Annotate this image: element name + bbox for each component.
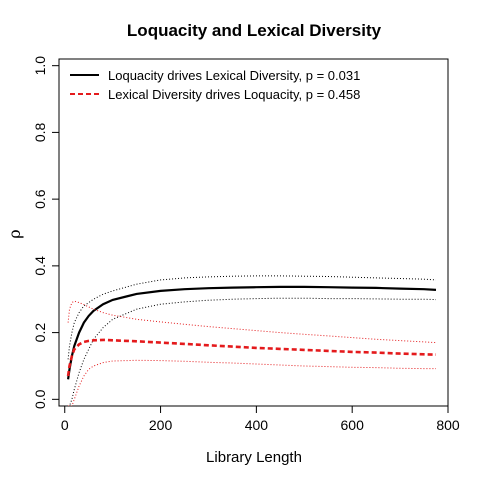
x-axis: 0 200 400 600 800 <box>61 405 460 433</box>
x-tick-label: 800 <box>436 417 460 433</box>
y-tick-label: 0.8 <box>32 122 48 142</box>
y-tick-label: 0.6 <box>32 189 48 209</box>
x-tick-label: 0 <box>61 417 69 433</box>
lexical-diversity-lower-bound-line <box>68 359 436 406</box>
x-tick-label: 400 <box>245 417 269 433</box>
loquacity-series-line <box>67 285 437 380</box>
loquacity-upper-bound-line <box>67 275 437 360</box>
chart-title: Loquacity and Lexical Diversity <box>127 21 382 40</box>
series-group <box>66 275 437 406</box>
legend-label-loquacity: Loquacity drives Lexical Diversity, p = … <box>108 68 360 83</box>
y-tick-label: 0.2 <box>32 323 48 343</box>
x-axis-label: Library Length <box>206 449 302 466</box>
legend: Loquacity drives Lexical Diversity, p = … <box>70 68 360 102</box>
y-axis: 0.0 0.2 0.4 0.6 0.8 1.0 <box>32 56 60 409</box>
lexical-diversity-upper-bound-line <box>67 300 437 344</box>
y-tick-label: 0.0 <box>32 389 48 409</box>
series-layer <box>66 275 437 406</box>
y-tick-label: 0.4 <box>32 256 48 276</box>
x-tick-label: 600 <box>341 417 365 433</box>
loquacity-lower-bound-line <box>68 297 437 406</box>
y-tick-label: 1.0 <box>32 56 48 76</box>
y-axis-label: ρ <box>5 229 24 238</box>
legend-label-lexical-diversity: Lexical Diversity drives Loquacity, p = … <box>108 87 360 102</box>
x-tick-label: 200 <box>149 417 173 433</box>
lexical-diversity-series-line <box>66 338 437 377</box>
